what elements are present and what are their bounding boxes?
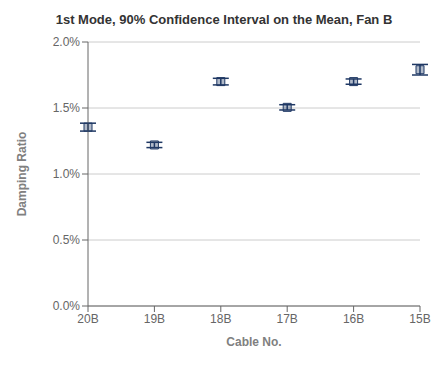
html-text:1st Mode, 90% Confidence Inter: 1st Mode, 90% Confidence Interval on the… <box>55 12 393 27</box>
svg-text:15B: 15B <box>409 312 430 326</box>
svg-text:20B: 20B <box>77 312 98 326</box>
svg-text:0.5%: 0.5% <box>53 233 81 247</box>
svg-text:1.5%: 1.5% <box>53 101 81 115</box>
svg-text:18B: 18B <box>210 312 231 326</box>
svg-text:Damping Ratio: Damping Ratio <box>15 132 29 217</box>
svg-text:Cable No.: Cable No. <box>226 335 281 349</box>
svg-text:16B: 16B <box>343 312 364 326</box>
svg-text:0.0%: 0.0% <box>53 299 81 313</box>
svg-text:2.0%: 2.0% <box>53 35 81 49</box>
svg-text:17B: 17B <box>277 312 298 326</box>
svg-text:1.0%: 1.0% <box>53 167 81 181</box>
svg-text:19B: 19B <box>144 312 165 326</box>
